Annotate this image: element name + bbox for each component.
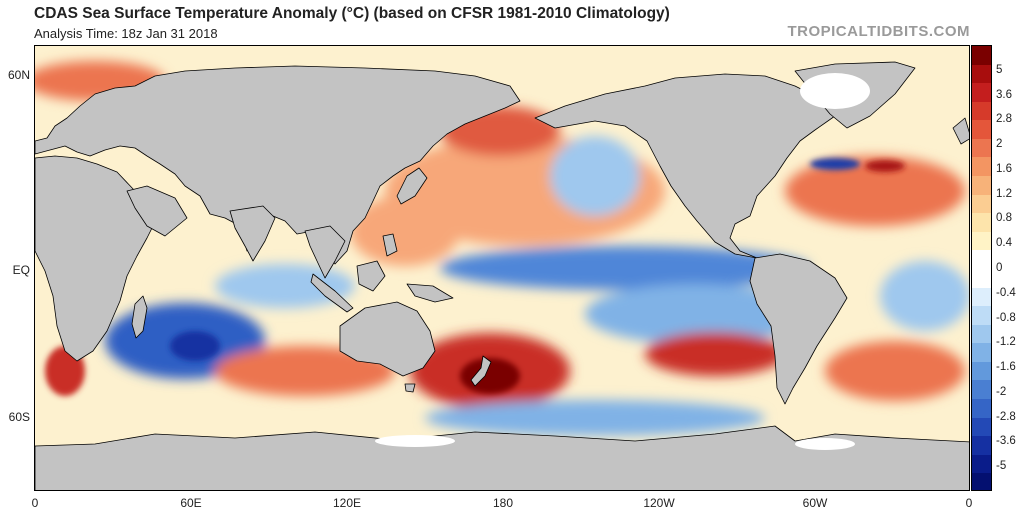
colorbar-segment [972,64,991,84]
lon-label-120e: 120E [332,496,362,510]
colorbar-segment [972,380,991,399]
colorbar-tick-label: -0.4 [996,286,1016,299]
lon-label-120w: 120W [643,496,675,510]
lon-label-0-east: 0 [965,496,973,510]
colorbar-tick-label: 0.4 [996,237,1012,250]
colorbar-tick-label: 1.2 [996,187,1012,200]
colorbar-segment [972,473,991,490]
lon-label-60e: 60E [180,496,202,510]
anomaly-cool-southern-ocean [425,400,765,436]
land-borneo [356,260,386,292]
land-antarctica [35,425,969,490]
land-sumatra [310,273,354,313]
anomaly-gulf-stream-cold [810,158,860,170]
land-indochina [304,225,346,279]
colorbar-segment [972,287,991,307]
lat-label-60n: 60N [7,68,30,82]
colorbar-segment [972,194,991,214]
colorbar-segment [972,436,991,455]
sea-ice [375,73,870,450]
colorbar [971,45,992,491]
colorbar-segment [972,138,991,158]
land-new-zealand [470,355,492,387]
colorbar-tick-label: -5 [996,460,1007,473]
map-canvas [35,46,969,490]
land-madagascar [131,295,148,339]
colorbar-tick-label: -2 [996,385,1007,398]
land-australia [339,301,436,377]
colorbar-segment [972,176,991,195]
ice-arctic-canada [800,73,870,109]
lon-label-180: 180 [492,496,514,510]
colorbar-tick-label: 0.8 [996,212,1012,225]
lat-label-60s: 60S [8,410,30,424]
colorbar-segment [972,398,991,418]
colorbar-tick-label: -0.8 [996,311,1016,324]
land-eurasia [35,65,521,265]
anomaly-warm-south-atlantic [825,341,965,401]
colorbar-tick-label: -1.6 [996,361,1016,374]
anomaly-cool-indian-core [170,331,220,361]
land-new-guinea [406,283,454,303]
colorbar-segment [972,268,991,288]
colorbar-segment [972,324,991,344]
colorbar-tick-label: 5 [996,63,1003,76]
land-india [229,205,276,262]
anomaly-cool-east-pacific [585,284,805,344]
land-philippines [382,233,398,257]
colorbar-segment [972,101,991,121]
page-title: CDAS Sea Surface Temperature Anomaly (°C… [34,5,670,22]
colorbar-segment [972,231,991,251]
colorbar-segment [972,46,991,65]
anomaly-warm-south-indian [215,346,395,396]
brand-watermark: TROPICALTIDBITS.COM [787,23,970,40]
anomaly-gulf-stream-warm [865,160,905,172]
land-british-isles [952,117,969,145]
anomaly-warm-north-atlantic [785,156,965,226]
colorbar-tick-label: 0 [996,262,1003,274]
land-africa [35,155,158,362]
analysis-time: Analysis Time: 18z Jan 31 2018 [34,26,218,41]
colorbar-tick-label: -3.6 [996,435,1016,448]
colorbar-segment [972,343,991,362]
colorbar-tick-label: -2.8 [996,410,1016,423]
colorbar-segment [972,417,991,437]
anomaly-cool-south-atlantic [880,261,969,331]
colorbar-tick-label: 1.6 [996,162,1012,175]
colorbar-segment [972,120,991,139]
ice-ross-sea [375,435,455,447]
lat-label-eq: EQ [12,263,30,277]
land-south-america [749,253,848,405]
land-arabia [126,185,188,237]
anomaly-cool-central-indian [215,264,355,308]
colorbar-tick-label: 2 [996,138,1003,151]
anomaly-cool-npac-center [550,136,640,216]
colorbar-segment [972,306,991,325]
land-tasmania [404,383,416,393]
land-north-america [534,73,836,259]
anomaly-warm-south-pacific [645,332,785,376]
colorbar-segment [972,83,991,102]
lon-label-0-west: 0 [31,496,39,510]
colorbar-segment [972,250,991,269]
anomaly-warm-west-pacific [350,196,460,266]
colorbar-segment [972,454,991,474]
anomaly-cool-equatorial-pacific [440,246,810,290]
land-japan [396,167,428,205]
colorbar-tick-label: 3.6 [996,88,1012,101]
landmasses [35,61,969,490]
colorbar-segment [972,213,991,232]
sst-anomaly-map [34,45,970,491]
lon-label-60w: 60W [802,496,828,510]
ice-weddell-sea [795,438,855,450]
colorbar-segment [972,361,991,381]
colorbar-tick-label: -1.2 [996,336,1016,349]
colorbar-segment [972,157,991,177]
colorbar-tick-label: 2.8 [996,113,1012,126]
